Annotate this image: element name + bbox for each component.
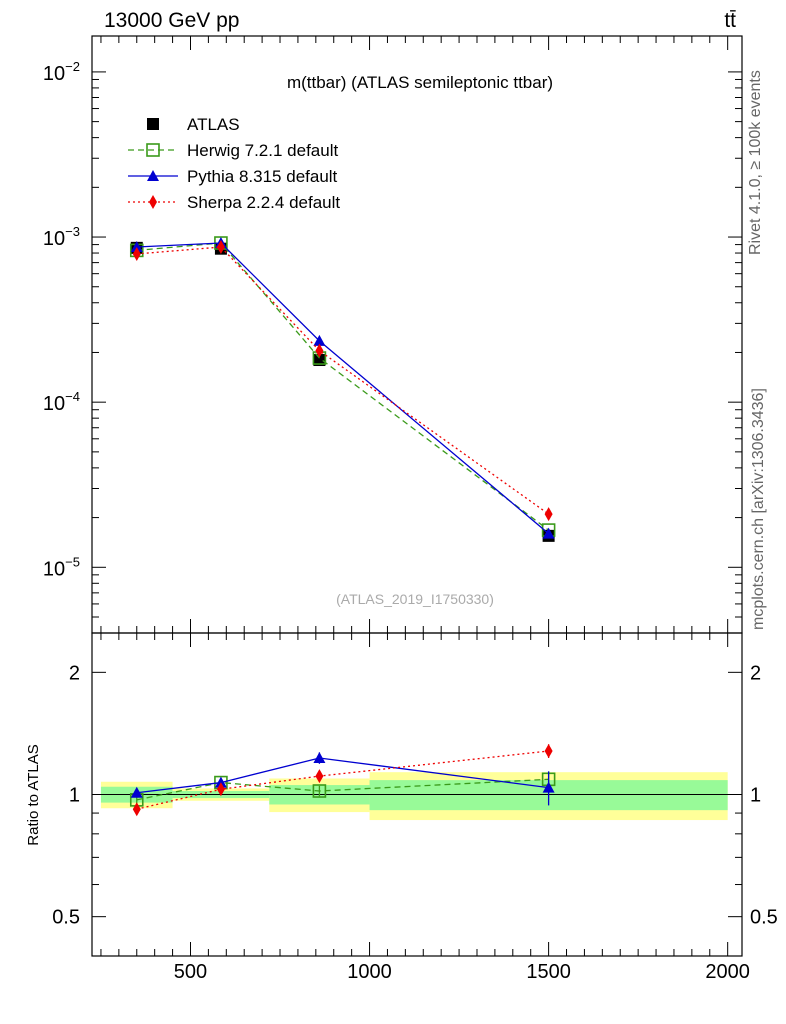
ratio-y-tick-label-right: 2 (750, 662, 761, 684)
main-y-tick-label: 10−3 (43, 224, 80, 250)
main-y-tick-base: 10 (43, 63, 65, 85)
main-y-tick-exponent: −3 (65, 224, 80, 239)
energy-label: 13000 GeV pp (104, 9, 239, 32)
sherpa-ratio-point (132, 802, 141, 817)
analysis-watermark: (ATLAS_2019_I1750330) (336, 591, 494, 607)
ratio-y-tick-label-left: 1 (69, 785, 80, 807)
sherpa-ratio-line (136, 750, 549, 810)
herwig-ratio-point (312, 784, 327, 798)
sherpa-point (216, 240, 225, 255)
sherpa-ratio-point (544, 743, 553, 758)
main-y-tick-exponent: −2 (65, 59, 80, 74)
sherpa-ratio-point (216, 782, 225, 797)
sherpa-point (132, 246, 141, 261)
pythia-legend-marker (147, 170, 159, 181)
herwig-legend-marker (146, 143, 160, 157)
sherpa-point (315, 343, 324, 358)
ratio-bands (92, 772, 742, 821)
process-label: tt̄ (724, 9, 736, 32)
sherpa-ratio-point (315, 769, 324, 784)
pythia-point (130, 241, 143, 253)
pythia-ratio-point (130, 786, 143, 798)
mcplots-label: mcplots.cern.ch [arXiv:1306.3436] (750, 388, 767, 630)
x-tick-label: 2000 (705, 961, 750, 983)
pythia-point (313, 334, 326, 346)
herwig-ratio-line (136, 778, 549, 801)
main-y-tick-label: 10−4 (43, 389, 80, 415)
pythia-point (542, 527, 555, 539)
pythia-legend-label: Pythia 8.315 default (187, 167, 338, 186)
ratio-y-tick-label-left: 2 (69, 662, 80, 684)
legend: ATLAS Herwig 7.2.1 default Pythia 8.315 de… (128, 115, 340, 212)
main-y-tick-exponent: −5 (65, 554, 80, 569)
main-plot-title: m(ttbar) (ATLAS semileptonic ttbar) (287, 73, 553, 92)
main-y-tick-label: 10−5 (43, 554, 80, 580)
ratio-y-tick-label-left: 0.5 (52, 907, 80, 929)
pythia-ratio-line (136, 757, 549, 794)
pythia-ratio-point (542, 781, 555, 793)
main-y-tick-base: 10 (43, 228, 65, 250)
sherpa-line (136, 246, 549, 515)
rivet-label: Rivet 4.1.0, ≥ 100k events (747, 70, 764, 255)
ratio-plot (129, 743, 556, 817)
atlas-legend-label: ATLAS (187, 115, 240, 134)
ratio-y-axis-label: Ratio to ATLAS (25, 744, 42, 845)
atlas-legend-marker (147, 118, 159, 130)
ratio-y-tick-label-right: 0.5 (750, 907, 778, 929)
pythia-line (136, 242, 550, 535)
sherpa-legend-marker (149, 195, 157, 209)
pythia-ratio-point (313, 752, 326, 764)
atlas-point (313, 354, 326, 367)
main-y-tick-exponent: −4 (65, 389, 80, 404)
main-plot (129, 236, 556, 542)
pythia-ratio-point (214, 776, 227, 788)
sherpa-legend-label: Sherpa 2.2.4 default (187, 193, 340, 212)
main-y-tick-label: 10−2 (43, 59, 80, 85)
main-y-tick-base: 10 (43, 393, 65, 415)
x-tick-label: 1000 (347, 961, 392, 983)
herwig-line (136, 242, 550, 531)
x-tick-label: 1500 (526, 961, 571, 983)
main-y-tick-base: 10 (43, 558, 65, 580)
herwig-legend-label: Herwig 7.2.1 default (187, 141, 338, 160)
sherpa-point (544, 507, 553, 522)
ratio-y-tick-label-right: 1 (750, 785, 761, 807)
x-tick-label: 500 (174, 961, 207, 983)
